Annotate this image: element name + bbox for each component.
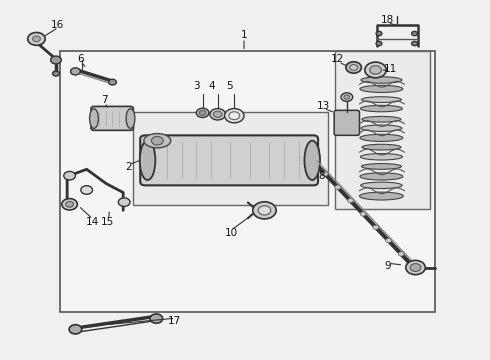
Ellipse shape bbox=[90, 109, 98, 129]
Circle shape bbox=[376, 31, 382, 36]
Circle shape bbox=[71, 68, 80, 75]
Text: 7: 7 bbox=[101, 95, 108, 105]
Ellipse shape bbox=[361, 105, 402, 112]
Ellipse shape bbox=[360, 134, 403, 141]
Ellipse shape bbox=[304, 141, 320, 180]
Circle shape bbox=[370, 66, 381, 74]
Ellipse shape bbox=[361, 77, 402, 83]
Circle shape bbox=[398, 252, 404, 256]
Text: 16: 16 bbox=[51, 19, 64, 30]
Ellipse shape bbox=[362, 116, 401, 122]
Ellipse shape bbox=[361, 154, 402, 160]
Circle shape bbox=[346, 62, 362, 73]
Circle shape bbox=[406, 260, 425, 275]
Circle shape bbox=[335, 185, 341, 189]
Text: 1: 1 bbox=[241, 30, 247, 40]
Circle shape bbox=[344, 95, 350, 99]
Circle shape bbox=[199, 111, 206, 115]
Circle shape bbox=[32, 36, 40, 42]
Circle shape bbox=[350, 64, 358, 70]
Circle shape bbox=[412, 41, 417, 46]
Circle shape bbox=[410, 264, 421, 271]
Circle shape bbox=[258, 206, 271, 215]
Bar bbox=[335, 51, 430, 208]
Text: 8: 8 bbox=[318, 171, 325, 181]
Circle shape bbox=[213, 111, 222, 117]
Ellipse shape bbox=[362, 163, 401, 169]
Circle shape bbox=[347, 198, 353, 203]
Ellipse shape bbox=[126, 109, 135, 129]
Text: 15: 15 bbox=[101, 217, 114, 227]
Circle shape bbox=[118, 198, 130, 206]
Circle shape bbox=[224, 109, 244, 123]
Text: 6: 6 bbox=[77, 54, 84, 64]
Circle shape bbox=[210, 109, 225, 120]
Text: 17: 17 bbox=[168, 316, 181, 326]
Text: 14: 14 bbox=[85, 217, 98, 227]
Text: 2: 2 bbox=[126, 162, 132, 172]
Circle shape bbox=[229, 112, 240, 120]
FancyBboxPatch shape bbox=[334, 111, 360, 135]
Circle shape bbox=[360, 212, 366, 216]
Circle shape bbox=[69, 325, 82, 334]
Circle shape bbox=[52, 71, 59, 76]
FancyBboxPatch shape bbox=[91, 107, 133, 130]
Ellipse shape bbox=[362, 144, 401, 150]
Circle shape bbox=[253, 202, 276, 219]
Ellipse shape bbox=[144, 134, 171, 148]
Circle shape bbox=[66, 202, 74, 207]
Text: 4: 4 bbox=[209, 81, 215, 91]
Ellipse shape bbox=[361, 182, 402, 189]
FancyBboxPatch shape bbox=[140, 135, 318, 185]
Ellipse shape bbox=[360, 173, 403, 180]
Text: 5: 5 bbox=[226, 81, 233, 91]
Text: 18: 18 bbox=[381, 15, 394, 25]
Circle shape bbox=[376, 41, 382, 46]
Circle shape bbox=[109, 79, 116, 85]
Ellipse shape bbox=[360, 192, 403, 200]
Circle shape bbox=[373, 225, 379, 229]
Circle shape bbox=[151, 136, 163, 145]
Text: 11: 11 bbox=[384, 64, 397, 73]
Text: 10: 10 bbox=[225, 228, 238, 238]
Circle shape bbox=[386, 238, 392, 243]
Text: 3: 3 bbox=[193, 81, 199, 91]
Bar bbox=[60, 51, 435, 312]
Circle shape bbox=[64, 171, 75, 180]
Circle shape bbox=[196, 108, 209, 117]
Circle shape bbox=[322, 172, 328, 176]
Circle shape bbox=[62, 199, 77, 210]
Circle shape bbox=[341, 93, 353, 102]
Circle shape bbox=[81, 186, 93, 194]
Circle shape bbox=[50, 56, 61, 64]
Circle shape bbox=[365, 62, 386, 78]
Text: 12: 12 bbox=[331, 54, 344, 64]
Ellipse shape bbox=[140, 141, 155, 180]
Circle shape bbox=[28, 32, 45, 45]
Circle shape bbox=[150, 314, 163, 323]
Text: 9: 9 bbox=[385, 261, 391, 271]
Bar bbox=[133, 112, 328, 205]
Ellipse shape bbox=[362, 97, 401, 103]
Text: 13: 13 bbox=[317, 101, 330, 111]
Ellipse shape bbox=[360, 85, 403, 93]
Ellipse shape bbox=[361, 125, 402, 131]
Circle shape bbox=[412, 31, 417, 36]
